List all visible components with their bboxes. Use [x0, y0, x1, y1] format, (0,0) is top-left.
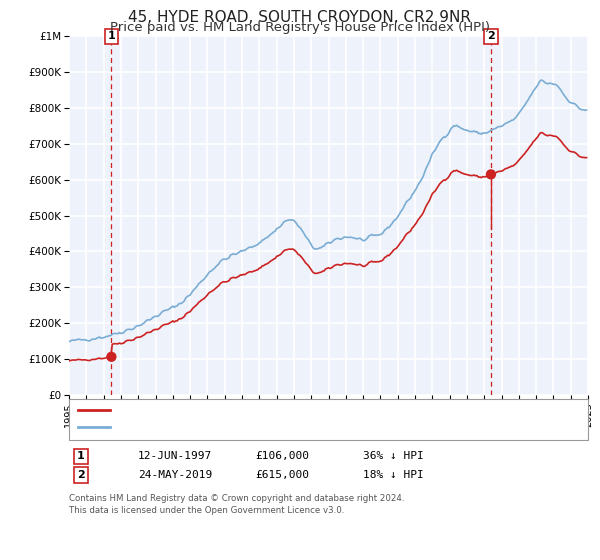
Point — [486, 170, 496, 179]
Point — [107, 352, 116, 361]
Text: 36% ↓ HPI: 36% ↓ HPI — [363, 451, 424, 461]
Text: HPI: Average price, detached house, Croydon: HPI: Average price, detached house, Croy… — [116, 422, 364, 432]
Text: 24-MAY-2019: 24-MAY-2019 — [138, 470, 212, 480]
Text: 45, HYDE ROAD, SOUTH CROYDON, CR2 9NR (detached house): 45, HYDE ROAD, SOUTH CROYDON, CR2 9NR (d… — [116, 405, 461, 416]
Text: 1: 1 — [77, 451, 85, 461]
Text: 1: 1 — [107, 31, 115, 41]
Text: 18% ↓ HPI: 18% ↓ HPI — [363, 470, 424, 480]
Text: 12-JUN-1997: 12-JUN-1997 — [138, 451, 212, 461]
Text: 2: 2 — [77, 470, 85, 480]
Text: 2: 2 — [487, 31, 495, 41]
Text: Price paid vs. HM Land Registry's House Price Index (HPI): Price paid vs. HM Land Registry's House … — [110, 21, 490, 34]
Text: £106,000: £106,000 — [255, 451, 309, 461]
Text: 45, HYDE ROAD, SOUTH CROYDON, CR2 9NR: 45, HYDE ROAD, SOUTH CROYDON, CR2 9NR — [128, 10, 472, 25]
Text: £615,000: £615,000 — [255, 470, 309, 480]
Text: Contains HM Land Registry data © Crown copyright and database right 2024.
This d: Contains HM Land Registry data © Crown c… — [69, 494, 404, 515]
